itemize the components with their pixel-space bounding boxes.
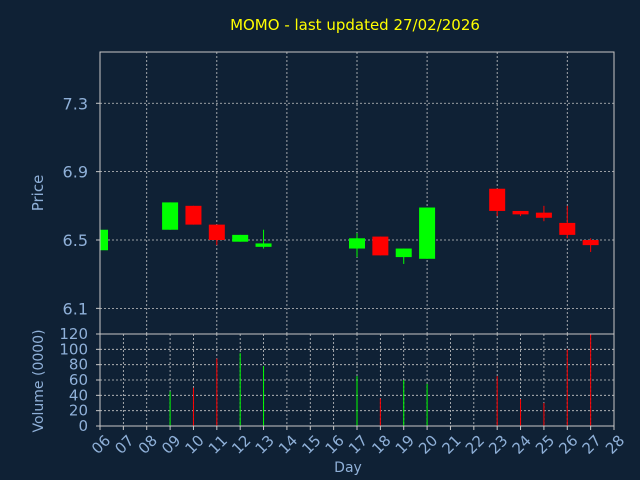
candle-body [489,188,506,211]
candle-body [372,236,389,256]
price-grid [100,52,614,334]
price-panel: 6.1 6.5 6.9 7.3 Price [29,51,615,335]
volume-axis-label: Volume (0000) [31,329,47,432]
volume-tick-label: 100 [59,340,88,358]
candle-25 [535,205,552,222]
candle-body [185,205,202,225]
volume-bars [169,334,592,426]
price-tick-label: 7.3 [63,94,88,113]
volume-tick-label: 0 [78,417,88,435]
candle-body [255,243,272,247]
x-axis-label: Day [334,460,362,476]
candle-19 [395,248,412,264]
candle-11 [208,224,225,246]
candle-13 [255,229,272,249]
candle-body [559,222,576,235]
candle-body [582,240,599,246]
candle-10 [185,205,202,225]
price-tick-label: 6.9 [63,163,88,182]
candle-12 [232,234,249,242]
candle-20 [419,207,436,259]
candle-body [395,248,412,258]
candle-18 [372,236,389,256]
price-tick-label: 6.5 [63,231,88,250]
volume-tick-label: 80 [69,356,88,374]
candle-body [512,210,529,215]
chart-title: MOMO - last updated 27/02/2026 [230,16,480,34]
candle-body [162,202,179,230]
candle-27 [582,238,599,252]
volume-tick-label: 20 [69,402,88,420]
price-axis-label: Price [29,175,47,212]
candle-17 [349,233,365,258]
price-tick-label: 6.1 [63,299,88,318]
candle-23 [489,188,506,217]
volume-tick-label: 60 [69,371,88,389]
candle-body [535,212,552,218]
candle-06 [99,229,108,251]
candles [99,188,599,264]
candle-body [232,234,249,242]
candle-09 [162,202,179,230]
candle-body [208,224,225,240]
candle-body [419,207,436,259]
volume-tick-label: 120 [59,325,88,343]
price-y-ticks: 6.1 6.5 6.9 7.3 [63,94,100,318]
candle-24 [512,210,529,217]
candle-body [100,229,108,251]
candle-body [349,238,365,249]
candle-26 [559,205,576,239]
volume-tick-label: 40 [69,386,88,404]
